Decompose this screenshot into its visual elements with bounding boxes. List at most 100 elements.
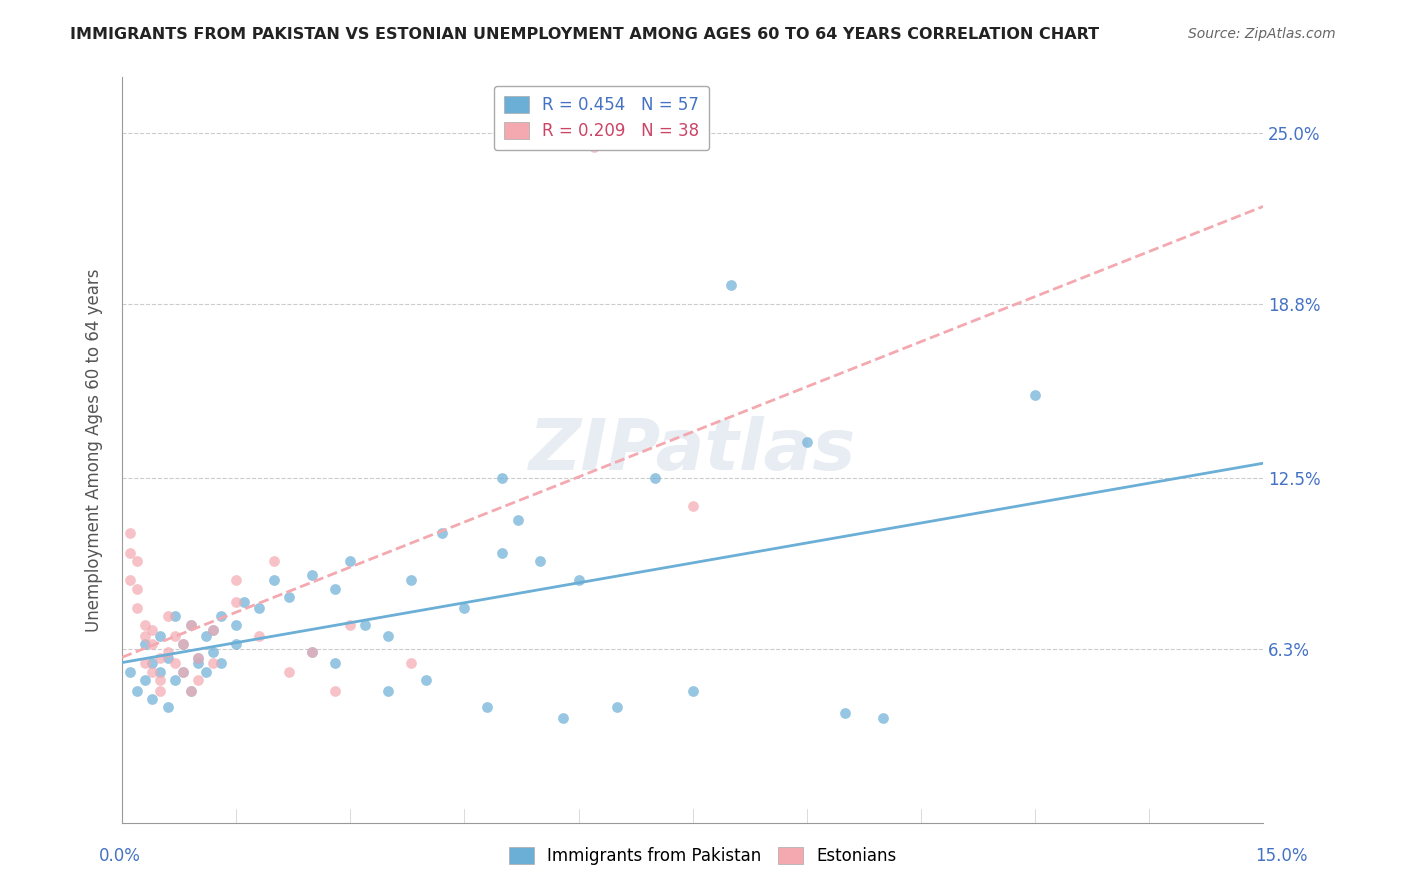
- Point: [172, 665, 194, 679]
- Point: [165, 629, 187, 643]
- Text: IMMIGRANTS FROM PAKISTAN VS ESTONIAN UNEMPLOYMENT AMONG AGES 60 TO 64 YEARS CORR: IMMIGRANTS FROM PAKISTAN VS ESTONIAN UNE…: [70, 27, 1099, 42]
- Point: [1024, 388, 1046, 402]
- Text: ZIPatlas: ZIPatlas: [529, 416, 856, 485]
- Text: 0.0%: 0.0%: [98, 847, 141, 865]
- Point: [225, 617, 247, 632]
- Point: [156, 650, 179, 665]
- Point: [399, 657, 422, 671]
- Y-axis label: Unemployment Among Ages 60 to 64 years: Unemployment Among Ages 60 to 64 years: [86, 268, 103, 632]
- Point: [141, 623, 163, 637]
- Point: [202, 645, 225, 659]
- Point: [399, 574, 422, 588]
- Point: [606, 700, 628, 714]
- Point: [165, 609, 187, 624]
- Point: [529, 554, 551, 568]
- Point: [247, 601, 270, 615]
- Point: [180, 683, 202, 698]
- Point: [187, 673, 209, 687]
- Point: [180, 617, 202, 632]
- Point: [202, 623, 225, 637]
- Point: [491, 471, 513, 485]
- Point: [156, 609, 179, 624]
- Point: [127, 683, 149, 698]
- Point: [172, 665, 194, 679]
- Point: [118, 526, 141, 541]
- Point: [430, 526, 453, 541]
- Point: [141, 637, 163, 651]
- Point: [323, 657, 346, 671]
- Point: [834, 706, 856, 720]
- Point: [796, 435, 818, 450]
- Point: [118, 546, 141, 560]
- Point: [187, 650, 209, 665]
- Text: Source: ZipAtlas.com: Source: ZipAtlas.com: [1188, 27, 1336, 41]
- Point: [263, 554, 285, 568]
- Text: 15.0%: 15.0%: [1256, 847, 1308, 865]
- Point: [156, 700, 179, 714]
- Point: [232, 595, 254, 609]
- Point: [141, 665, 163, 679]
- Point: [301, 567, 323, 582]
- Point: [225, 574, 247, 588]
- Point: [278, 665, 301, 679]
- Point: [415, 673, 437, 687]
- Point: [477, 700, 499, 714]
- Point: [491, 546, 513, 560]
- Point: [278, 590, 301, 604]
- Point: [263, 574, 285, 588]
- Point: [149, 673, 172, 687]
- Point: [165, 657, 187, 671]
- Point: [187, 650, 209, 665]
- Point: [354, 617, 377, 632]
- Point: [194, 629, 217, 643]
- Point: [377, 629, 399, 643]
- Point: [180, 617, 202, 632]
- Point: [141, 657, 163, 671]
- Point: [141, 692, 163, 706]
- Point: [567, 574, 589, 588]
- Point: [172, 637, 194, 651]
- Point: [720, 277, 742, 292]
- Point: [209, 657, 232, 671]
- Point: [553, 711, 575, 725]
- Point: [506, 512, 529, 526]
- Point: [127, 554, 149, 568]
- Point: [165, 673, 187, 687]
- Point: [453, 601, 475, 615]
- Point: [180, 683, 202, 698]
- Point: [644, 471, 666, 485]
- Point: [339, 554, 361, 568]
- Point: [194, 665, 217, 679]
- Point: [225, 595, 247, 609]
- Point: [172, 637, 194, 651]
- Point: [301, 645, 323, 659]
- Point: [149, 629, 172, 643]
- Legend: R = 0.454   N = 57, R = 0.209   N = 38: R = 0.454 N = 57, R = 0.209 N = 38: [494, 86, 709, 151]
- Point: [118, 665, 141, 679]
- Point: [127, 582, 149, 596]
- Point: [339, 617, 361, 632]
- Point: [134, 657, 156, 671]
- Point: [323, 683, 346, 698]
- Point: [301, 645, 323, 659]
- Point: [149, 650, 172, 665]
- Point: [156, 645, 179, 659]
- Point: [134, 673, 156, 687]
- Point: [134, 637, 156, 651]
- Point: [225, 637, 247, 651]
- Point: [209, 609, 232, 624]
- Point: [247, 629, 270, 643]
- Point: [202, 657, 225, 671]
- Point: [377, 683, 399, 698]
- Point: [127, 601, 149, 615]
- Point: [187, 657, 209, 671]
- Point: [323, 582, 346, 596]
- Point: [682, 683, 704, 698]
- Point: [149, 665, 172, 679]
- Legend: Immigrants from Pakistan, Estonians: Immigrants from Pakistan, Estonians: [499, 837, 907, 875]
- Point: [134, 617, 156, 632]
- Point: [118, 574, 141, 588]
- Point: [872, 711, 894, 725]
- Point: [134, 629, 156, 643]
- Point: [202, 623, 225, 637]
